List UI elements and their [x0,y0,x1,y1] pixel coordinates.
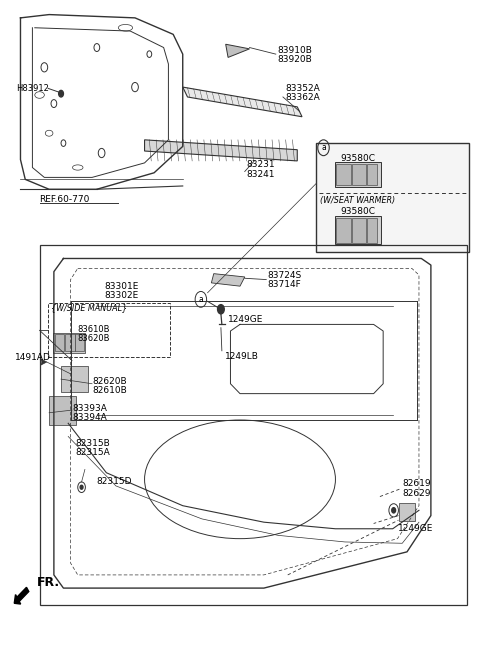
Polygon shape [211,273,245,286]
Text: 82610B: 82610B [92,387,127,395]
Circle shape [217,305,224,314]
Text: 1491AD: 1491AD [15,353,50,362]
Text: 83714F: 83714F [268,280,301,289]
Text: {W/SIDE MANUAL}: {W/SIDE MANUAL} [51,303,128,312]
FancyBboxPatch shape [336,218,351,243]
Text: 83231: 83231 [246,160,275,169]
Text: 83910B: 83910B [277,46,312,55]
Text: 1249GE: 1249GE [228,314,264,324]
Polygon shape [226,44,250,58]
FancyBboxPatch shape [65,334,75,352]
Text: 83393A: 83393A [72,404,107,412]
FancyBboxPatch shape [336,164,351,185]
FancyBboxPatch shape [367,164,377,185]
FancyBboxPatch shape [316,143,469,252]
Text: 1249LB: 1249LB [225,352,259,361]
FancyBboxPatch shape [335,216,381,244]
Text: 82629: 82629 [402,489,431,498]
Text: 83241: 83241 [246,169,275,179]
Text: 83724S: 83724S [268,271,302,280]
Circle shape [59,91,63,97]
Text: 82620B: 82620B [92,377,127,386]
Text: 82315B: 82315B [75,438,110,448]
Text: 82315D: 82315D [97,477,132,486]
Text: 83620B: 83620B [78,334,110,344]
Text: 83610B: 83610B [78,325,110,334]
Text: 83920B: 83920B [277,55,312,64]
Text: 83394A: 83394A [72,413,107,422]
Text: 83362A: 83362A [285,93,320,102]
FancyBboxPatch shape [352,164,366,185]
Bar [39,246,467,604]
FancyBboxPatch shape [60,366,88,393]
Text: 83302E: 83302E [104,291,138,300]
Polygon shape [40,359,47,365]
Polygon shape [183,87,302,117]
FancyBboxPatch shape [55,334,64,352]
FancyBboxPatch shape [48,397,76,425]
Text: a: a [199,295,203,304]
Text: H83912: H83912 [16,84,48,93]
FancyBboxPatch shape [399,503,415,521]
Text: 82315A: 82315A [75,448,110,457]
Text: (W/SEAT WARMER): (W/SEAT WARMER) [320,196,395,205]
Text: 83352A: 83352A [285,84,320,93]
Text: REF.60-770: REF.60-770 [39,195,90,204]
FancyBboxPatch shape [335,162,381,187]
Circle shape [80,485,83,489]
FancyArrow shape [14,587,29,604]
FancyBboxPatch shape [75,334,84,352]
Text: 83301E: 83301E [104,281,138,291]
Text: 93580C: 93580C [340,207,375,216]
FancyBboxPatch shape [352,218,366,243]
FancyBboxPatch shape [53,333,85,353]
Polygon shape [144,140,297,161]
Text: FR.: FR. [37,577,60,589]
Circle shape [392,508,396,513]
Text: 1249GE: 1249GE [398,524,434,534]
Text: 82619: 82619 [402,479,431,489]
Text: a: a [321,143,326,152]
FancyBboxPatch shape [367,218,377,243]
Text: 93580C: 93580C [340,154,375,163]
